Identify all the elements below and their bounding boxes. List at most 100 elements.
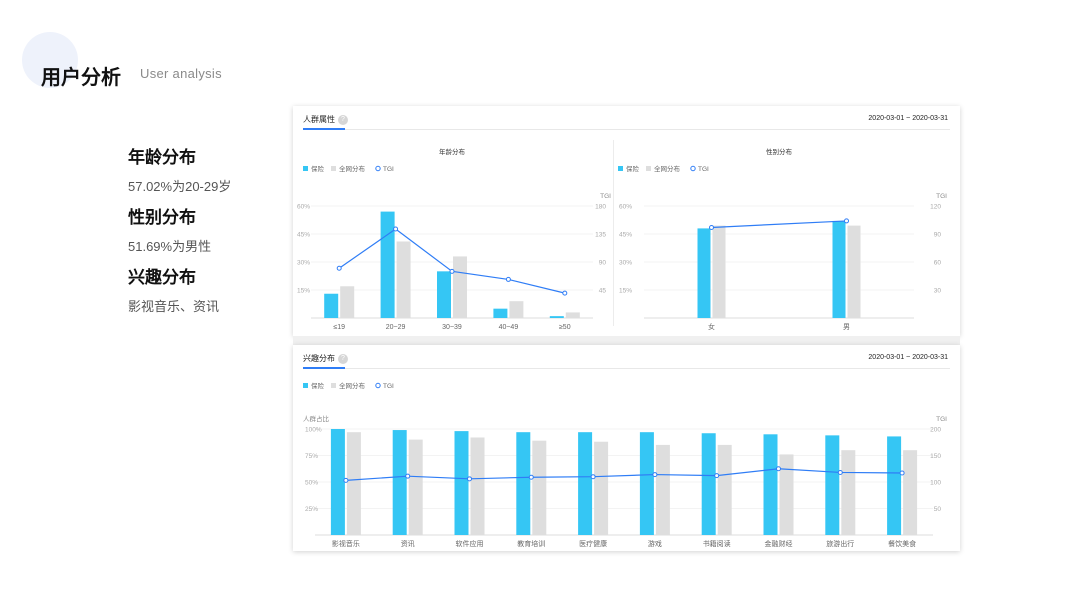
bar-network xyxy=(712,225,726,318)
legend-swatch-insurance xyxy=(303,383,308,388)
tgi-point xyxy=(844,218,849,224)
legend-label-network: 全网分布 xyxy=(339,381,366,390)
summary-title: 性别分布 xyxy=(128,208,196,227)
crowd-attributes-card: 人群属性? 2020-03-01 ~ 2020-03-31 年龄分布 保险 全网分布… xyxy=(293,106,960,336)
card-title: 人群属性? xyxy=(303,114,348,125)
summary-desc: 57.02%为20-29岁 xyxy=(128,179,232,194)
summary-title: 年龄分布 xyxy=(128,148,196,167)
right-tick-label: 45 xyxy=(599,288,607,295)
legend-swatch-insurance xyxy=(303,166,308,171)
tgi-line xyxy=(338,228,565,294)
legend-swatch-network xyxy=(646,166,651,171)
bar-insurance xyxy=(380,211,395,318)
card-gap xyxy=(293,336,960,345)
summary-interest: 兴趣分布 影视音乐、资讯 xyxy=(128,266,278,326)
x-tick-label: 资讯 xyxy=(401,539,415,548)
legend-label-insurance: 保险 xyxy=(311,164,325,173)
decorative-circle xyxy=(22,32,78,88)
bar-network xyxy=(779,454,794,535)
bar-network xyxy=(655,444,670,535)
x-tick-label: 40~49 xyxy=(499,324,519,331)
right-tick-label: 150 xyxy=(930,453,941,460)
x-tick-label: 医疗健康 xyxy=(579,539,607,548)
legend-swatch-tgi xyxy=(690,165,696,172)
tgi-point xyxy=(343,477,349,483)
tgi-point xyxy=(336,265,342,271)
x-tick-label: 游戏 xyxy=(648,539,662,548)
right-tick-label: 180 xyxy=(595,204,606,211)
right-axis-label: TGI xyxy=(600,193,611,200)
bar-insurance xyxy=(578,432,593,535)
interest-distribution-chart: 保险 全网分布 TGI 人群占比 TGI 25% 50 50% 100 75% 150 100% 200… xyxy=(303,381,947,548)
left-tick-label: 45% xyxy=(619,232,632,239)
bar-insurance xyxy=(392,430,407,535)
legend-swatch-tgi xyxy=(375,382,381,389)
card-title-underline xyxy=(303,367,345,369)
left-tick-label: 100% xyxy=(305,427,322,434)
bar-insurance xyxy=(516,432,531,535)
x-tick-label: 影视音乐 xyxy=(332,539,360,548)
summary-panel: 年龄分布 57.02%为20-29岁 性别分布 51.69%为男性 兴趣分布 影… xyxy=(128,146,278,326)
bar-network xyxy=(396,241,411,318)
bar-insurance xyxy=(639,432,654,535)
tgi-point xyxy=(562,290,568,296)
summary-title: 兴趣分布 xyxy=(128,268,196,287)
right-axis-label: TGI xyxy=(936,416,947,423)
chart-title: 性别分布 xyxy=(766,147,793,156)
bar-network xyxy=(470,437,485,535)
left-tick-label: 60% xyxy=(619,204,632,211)
bar-network xyxy=(509,301,524,318)
x-tick-label: ≥50 xyxy=(559,324,571,331)
legend-label-insurance: 保险 xyxy=(626,164,640,173)
tgi-point xyxy=(837,469,843,475)
bar-network xyxy=(594,441,609,535)
bar-network xyxy=(453,256,467,318)
legend-swatch-tgi xyxy=(375,165,381,172)
bar-insurance xyxy=(330,429,345,535)
left-tick-label: 25% xyxy=(305,506,318,513)
tgi-point xyxy=(899,470,905,476)
left-tick-label: 45% xyxy=(297,232,310,239)
bar-insurance xyxy=(437,271,451,318)
x-tick-label: 软件应用 xyxy=(456,539,484,548)
summary-desc: 51.69%为男性 xyxy=(128,239,212,254)
right-tick-label: 120 xyxy=(930,204,941,211)
left-tick-label: 15% xyxy=(297,288,310,295)
x-tick-label: 20~29 xyxy=(386,324,406,331)
chart-title: 年龄分布 xyxy=(439,147,466,156)
bar-network xyxy=(408,439,423,535)
date-range[interactable]: 2020-03-01 ~ 2020-03-31 xyxy=(868,354,948,361)
page-title: 用户分析 xyxy=(41,67,121,89)
left-tick-label: 60% xyxy=(297,204,310,211)
question-circle-icon[interactable]: ? xyxy=(338,353,348,364)
bar-network xyxy=(717,444,732,535)
bar-insurance xyxy=(832,220,846,318)
page-subtitle: User analysis xyxy=(140,66,222,81)
legend-swatch-insurance xyxy=(618,166,623,171)
bar-network xyxy=(565,312,580,318)
legend-label-tgi: TGI xyxy=(698,166,709,173)
x-tick-label: 30~39 xyxy=(442,324,462,331)
x-tick-label: 女 xyxy=(708,322,715,331)
legend-swatch-network xyxy=(331,166,336,171)
tgi-point xyxy=(652,472,658,478)
x-tick-label: 餐饮美食 xyxy=(888,539,916,548)
card-header: 人群属性? 2020-03-01 ~ 2020-03-31 xyxy=(303,106,950,130)
right-tick-label: 30 xyxy=(934,288,942,295)
legend-swatch-network xyxy=(331,383,336,388)
bar-insurance xyxy=(697,228,711,318)
bar-network xyxy=(346,432,361,535)
legend-label-insurance: 保险 xyxy=(311,381,325,390)
date-range[interactable]: 2020-03-01 ~ 2020-03-31 xyxy=(868,115,948,122)
question-circle-icon[interactable]: ? xyxy=(338,114,348,125)
bar-insurance xyxy=(454,431,469,535)
right-tick-label: 90 xyxy=(934,232,942,239)
right-tick-label: 100 xyxy=(930,480,941,487)
summary-desc: 影视音乐、资讯 xyxy=(128,299,220,314)
summary-age: 年龄分布 57.02%为20-29岁 xyxy=(128,146,278,206)
bar-network xyxy=(340,286,355,318)
card-title-text: 人群属性 xyxy=(303,115,335,124)
chart-divider xyxy=(613,140,614,326)
bar-insurance xyxy=(825,435,840,535)
